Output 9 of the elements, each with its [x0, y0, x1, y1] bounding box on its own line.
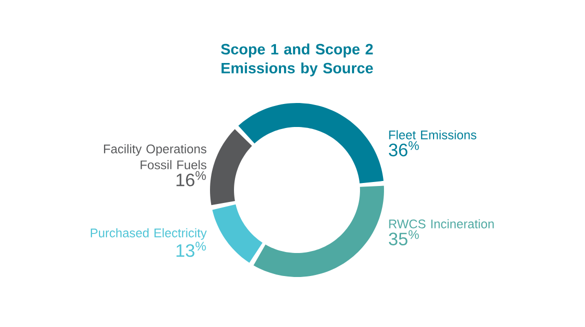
slice-label: Fleet Emissions	[389, 130, 476, 140]
data-label: 16$^{%}$	[176, 171, 206, 186]
chart-title: Scope 1 and Scope 2 Emissions by Source	[221, 44, 373, 76]
slice-label: Facility Operations Fossil Fuels	[104, 144, 206, 170]
slice-label: Purchased Electricity	[90, 228, 207, 240]
data-label: 35$^{%}$	[388, 230, 419, 246]
data-label: 36$^{%}$	[388, 141, 419, 156]
slice-label: RWCS Incineration	[389, 219, 494, 228]
data-label: 13$^{%}$	[176, 242, 206, 257]
